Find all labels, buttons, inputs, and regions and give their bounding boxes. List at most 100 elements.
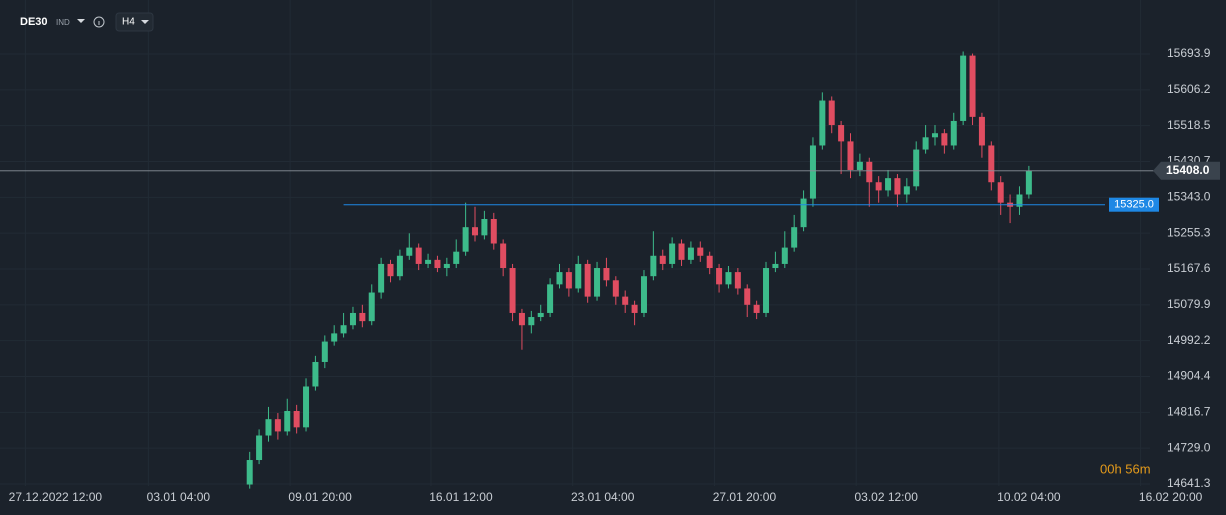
- candle-body: [753, 304, 760, 313]
- dropdown-arrow[interactable]: [77, 19, 85, 23]
- candle-body: [387, 263, 394, 277]
- candle-body: [265, 419, 272, 436]
- candle-body: [284, 410, 291, 432]
- candle-body: [838, 125, 845, 142]
- candle-body: [809, 145, 816, 199]
- candle-body: [734, 272, 741, 289]
- candle-body: [988, 145, 995, 183]
- candle-body: [584, 263, 591, 297]
- candle-body: [434, 259, 441, 269]
- candle-body: [678, 243, 685, 260]
- candle-body: [772, 263, 779, 269]
- candle-body: [509, 268, 516, 313]
- y-tick-label: 14904.4: [1167, 369, 1211, 383]
- y-tick-label: 15343.0: [1167, 190, 1211, 204]
- y-tick-label: 15255.3: [1167, 225, 1211, 239]
- y-tick-label: 14729.0: [1167, 440, 1211, 454]
- candle-body: [650, 255, 657, 277]
- candle-body: [659, 255, 666, 264]
- candle-body: [978, 116, 985, 146]
- candle-body: [1025, 170, 1032, 195]
- candle-body: [725, 272, 732, 285]
- candle-body: [697, 247, 704, 256]
- candle-body: [687, 247, 694, 260]
- candle-body: [997, 182, 1004, 203]
- candle-body: [528, 317, 535, 326]
- y-tick-label: 14816.7: [1167, 405, 1211, 419]
- candle-body: [425, 259, 432, 264]
- candle-body: [303, 386, 310, 428]
- x-tick-label: 27.12.2022 12:00: [9, 490, 103, 504]
- grid: 14641.3 14729.0 14816.7 14904.4 14992.2 15079…: [8, 46, 1211, 505]
- y-tick-label: 15079.9: [1167, 297, 1211, 311]
- candle-body: [669, 243, 676, 264]
- info-icon[interactable]: [93, 16, 105, 28]
- candle-body: [847, 141, 854, 170]
- candle-body: [547, 284, 554, 313]
- x-tick-label: 27.01 20:00: [713, 490, 777, 504]
- candle-body: [368, 292, 375, 322]
- timeframe: H4: [122, 17, 135, 28]
- candle-body: [349, 312, 356, 326]
- candle-body: [246, 460, 253, 485]
- candle-body: [312, 361, 319, 387]
- candles: 15325.0 15408.0: [0, 51, 1220, 489]
- candle-body: [378, 263, 385, 293]
- market: IND: [56, 18, 70, 27]
- candle-body: [913, 149, 920, 187]
- candle-body: [481, 219, 488, 236]
- candle-body: [856, 161, 863, 170]
- candle-body: [960, 55, 967, 121]
- timeframe-button[interactable]: [115, 12, 154, 32]
- candle-body: [622, 296, 629, 305]
- candle-body: [931, 133, 938, 138]
- candle-body: [781, 247, 788, 264]
- x-tick-label: 09.01 20:00: [288, 490, 352, 504]
- dropdown-arrow[interactable]: [141, 20, 149, 24]
- y-tick-label: 15167.6: [1167, 261, 1211, 275]
- candle-body: [575, 263, 582, 289]
- candle-body: [866, 161, 873, 183]
- x-tick-label: 23.01 04:00: [571, 490, 635, 504]
- candle-body: [472, 227, 479, 236]
- candle-body: [443, 263, 450, 269]
- candle-body: [415, 247, 422, 264]
- candle-body: [950, 120, 957, 146]
- candle-body: [969, 55, 976, 117]
- candle-body: [603, 268, 610, 281]
- candle-body: [791, 227, 798, 248]
- candle-body: [340, 325, 347, 334]
- candle-body: [256, 435, 263, 461]
- candle-body: [565, 272, 572, 289]
- candle-body: [490, 219, 497, 244]
- x-tick-label: 16.02 20:00: [1139, 490, 1203, 504]
- candle-body: [500, 243, 507, 269]
- candle-body: [612, 280, 619, 297]
- candle-body: [706, 255, 713, 269]
- candle-body: [631, 304, 638, 313]
- candle-body: [922, 137, 929, 150]
- y-tick-label: 15693.9: [1167, 46, 1211, 60]
- candle-body: [331, 333, 338, 342]
- symbol[interactable]: DE30: [20, 16, 48, 28]
- candle-body: [875, 182, 882, 191]
- y-tick-label: 15518.5: [1167, 118, 1211, 132]
- x-tick-label: 03.01 04:00: [147, 490, 211, 504]
- x-tick-label: 10.02 04:00: [997, 490, 1061, 504]
- candle-body: [594, 268, 601, 297]
- candle-body: [406, 247, 413, 256]
- toolbar: DE30 IND H4: [20, 12, 154, 32]
- candle-body: [396, 255, 403, 277]
- candle-body: [274, 419, 281, 432]
- y-tick-label: 15606.2: [1167, 82, 1211, 96]
- candle-body: [819, 100, 826, 146]
- countdown: 00h 56m: [1100, 461, 1151, 476]
- candle-body: [744, 288, 751, 305]
- candle-body: [1016, 194, 1023, 207]
- candle-body: [462, 227, 469, 252]
- candle-body: [640, 276, 647, 313]
- candle-body: [941, 133, 948, 146]
